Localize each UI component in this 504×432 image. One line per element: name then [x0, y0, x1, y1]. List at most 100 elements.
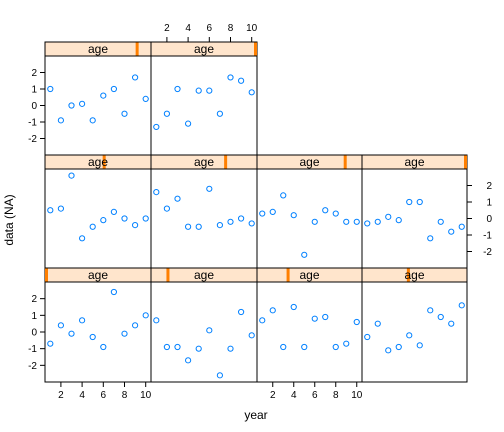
data-point: [153, 317, 160, 324]
y-tick-label: -2: [483, 247, 492, 258]
data-point: [185, 223, 192, 230]
data-point: [206, 327, 213, 334]
x-tick-label: 10: [351, 390, 363, 401]
data-point: [238, 77, 245, 84]
data-point: [206, 87, 213, 94]
data-point: [290, 303, 297, 311]
strip-label: age: [88, 42, 108, 56]
data-point: [406, 332, 413, 339]
panel: age: [256, 267, 363, 383]
y-tick-label: -1: [28, 118, 37, 129]
data-point: [100, 343, 107, 351]
strip-level-marker: [286, 268, 290, 282]
data-point: [353, 218, 360, 225]
data-point: [79, 235, 86, 242]
panel: age: [44, 154, 152, 269]
data-point: [238, 215, 245, 222]
data-point: [174, 343, 181, 351]
data-point: [311, 218, 318, 225]
data-point: [142, 95, 149, 103]
data-point: [216, 110, 223, 117]
data-point: [353, 318, 360, 326]
panel-frame: [44, 168, 152, 269]
x-tick-label: 4: [185, 23, 191, 34]
panel-frame: [150, 55, 258, 156]
panel: age: [361, 154, 468, 269]
data-point: [259, 317, 266, 324]
data-point: [259, 210, 266, 217]
data-point: [416, 198, 423, 206]
data-point: [110, 288, 118, 296]
y-tick-label: -1: [28, 344, 37, 355]
panel-frame: [44, 281, 152, 383]
y-tick-label: 0: [31, 328, 37, 339]
data-point: [110, 85, 118, 93]
y-axis-title: data (NA): [2, 194, 16, 245]
data-point: [68, 330, 75, 337]
panel-frame: [256, 281, 363, 383]
data-point: [110, 208, 118, 215]
data-point: [395, 217, 402, 224]
data-point: [57, 205, 65, 212]
data-point: [195, 345, 202, 352]
y-tick-label: 0: [31, 101, 37, 112]
y-tick-label: 0: [486, 214, 492, 225]
data-point: [121, 215, 128, 222]
data-point: [427, 307, 434, 314]
data-point: [89, 223, 96, 230]
strip-level-marker: [102, 155, 106, 169]
data-point: [385, 213, 392, 220]
panel-frame: [361, 281, 468, 383]
data-point: [79, 100, 86, 107]
strip-label: age: [299, 268, 319, 282]
data-point: [47, 85, 54, 93]
data-point: [100, 217, 107, 224]
strip-label: age: [299, 155, 319, 169]
x-tick-label: 8: [228, 23, 234, 34]
data-point: [227, 218, 234, 225]
data-point: [185, 357, 192, 364]
panel: age: [361, 267, 468, 383]
data-point: [248, 220, 255, 227]
x-tick-label: 2: [58, 390, 64, 401]
data-point: [174, 85, 181, 93]
data-point: [195, 87, 202, 94]
data-point: [437, 313, 444, 321]
data-point: [100, 92, 107, 99]
data-point: [395, 343, 402, 351]
panel: age: [150, 154, 258, 269]
x-tick-label: 4: [291, 390, 297, 401]
data-point: [322, 207, 329, 214]
x-tick-label: 10: [246, 23, 258, 34]
data-point: [343, 340, 350, 347]
strip-label: age: [404, 155, 424, 169]
panel-frame: [150, 168, 258, 269]
data-point: [195, 223, 202, 230]
panel-frame: [256, 168, 363, 269]
y-tick-label: -2: [28, 361, 37, 372]
strip-level-marker: [166, 268, 170, 282]
data-point: [163, 343, 170, 351]
data-point: [132, 322, 139, 329]
panel: age: [256, 154, 363, 269]
strip-level-marker: [406, 268, 410, 282]
data-point: [121, 330, 128, 337]
strip-level-marker: [254, 42, 257, 56]
y-tick-label: 1: [31, 311, 37, 322]
x-tick-label: 6: [312, 390, 318, 401]
data-point: [458, 223, 465, 230]
x-tick-label: 2: [270, 390, 276, 401]
strip-level-marker: [45, 268, 48, 282]
y-tick-label: 2: [31, 68, 37, 79]
data-point: [163, 205, 170, 212]
panels: age age age age age age age age age age: [44, 41, 468, 383]
panel-frame: [44, 55, 152, 156]
x-tick-label: 8: [333, 390, 339, 401]
data-point: [416, 342, 423, 349]
data-point: [68, 102, 75, 109]
panel: age: [44, 267, 152, 383]
data-point: [89, 117, 96, 124]
data-point: [322, 313, 329, 321]
x-tick-label: 6: [207, 23, 213, 34]
